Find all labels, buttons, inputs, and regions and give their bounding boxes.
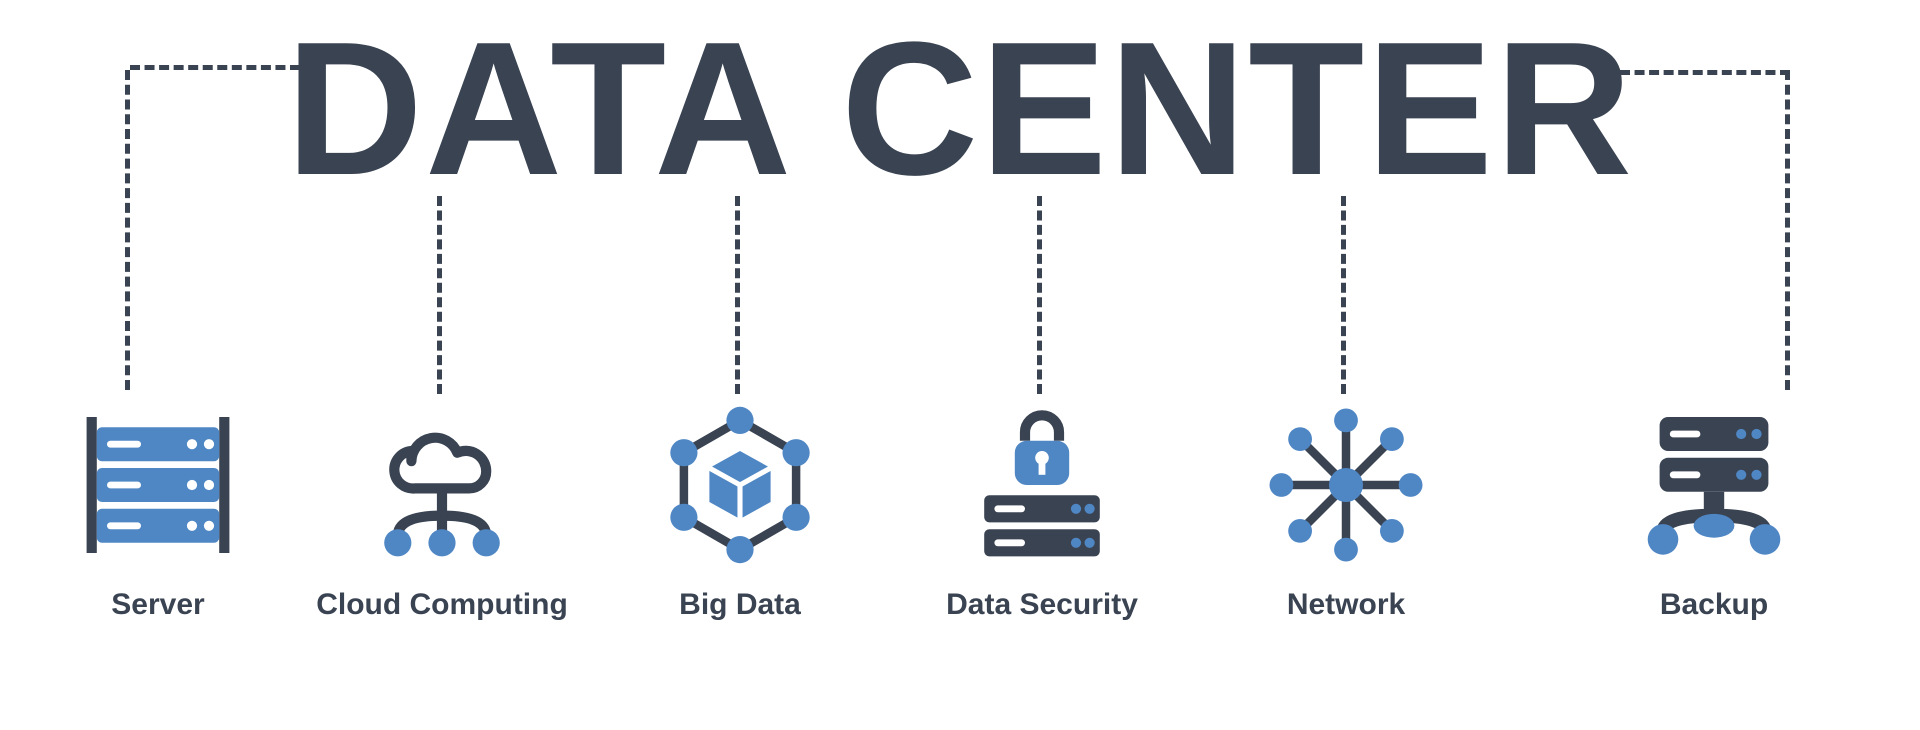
label-server: Server xyxy=(28,588,288,622)
cloud-icon xyxy=(357,400,527,570)
label-cloud: Cloud Computing xyxy=(312,588,572,622)
connector-network xyxy=(1341,196,1346,394)
label-backup: Backup xyxy=(1584,588,1844,622)
item-backup: Backup xyxy=(1584,400,1844,622)
label-bigdata: Big Data xyxy=(610,588,870,622)
item-network: Network xyxy=(1216,400,1476,622)
label-network: Network xyxy=(1216,588,1476,622)
connector-left-h xyxy=(130,65,300,70)
item-cloud: Cloud Computing xyxy=(312,400,572,622)
bigdata-icon xyxy=(655,400,825,570)
network-icon xyxy=(1261,400,1431,570)
item-security: Data Security xyxy=(912,400,1172,622)
main-title: DATA CENTER xyxy=(286,0,1634,218)
backup-icon xyxy=(1629,400,1799,570)
connector-security xyxy=(1037,196,1042,394)
server-icon xyxy=(73,400,243,570)
connector-cloud xyxy=(437,196,442,394)
item-bigdata: Big Data xyxy=(610,400,870,622)
security-icon xyxy=(957,400,1127,570)
connector-right-v xyxy=(1785,70,1790,390)
label-security: Data Security xyxy=(912,588,1172,622)
connector-right-h xyxy=(1620,70,1790,75)
connector-left-v xyxy=(125,70,130,390)
item-server: Server xyxy=(28,400,288,622)
connector-bigdata xyxy=(735,196,740,394)
